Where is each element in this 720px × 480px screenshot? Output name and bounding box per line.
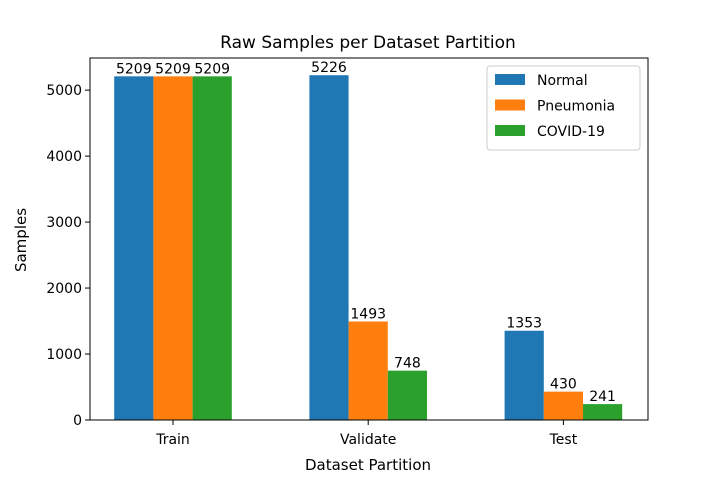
data-label: 1493 — [350, 307, 386, 323]
plot-frame — [89, 57, 649, 421]
x-tick-label: Test — [549, 432, 578, 448]
legend-swatch — [495, 99, 525, 111]
chart-title: Raw Samples per Dataset Partition — [220, 33, 516, 53]
legend-label: Normal — [537, 73, 588, 89]
bar-covid-19-test — [583, 404, 623, 420]
bar-normal-train — [114, 76, 154, 420]
x-axis-label: Dataset Partition — [305, 456, 431, 474]
data-label: 1353 — [506, 316, 542, 332]
y-tick-label: 3000 — [46, 215, 82, 231]
legend-swatch — [495, 125, 525, 136]
bar-pneumonia-test — [543, 391, 583, 420]
y-tick-label: 4000 — [46, 149, 82, 165]
data-label: 241 — [589, 389, 616, 405]
y-axis: 0 1000 2000 3000 4000 5000 — [46, 83, 90, 429]
data-label: 5209 — [116, 61, 152, 77]
data-labels-group: 5209 5226 1353 5209 1493 430 5209 748 241 — [116, 60, 616, 405]
x-axis: Train Validate Test — [155, 420, 578, 448]
data-label: 5226 — [311, 60, 347, 76]
y-tick-label: 1000 — [46, 347, 82, 363]
data-label: 5209 — [155, 61, 191, 77]
data-label: 748 — [394, 356, 421, 372]
y-tick-label: 5000 — [46, 83, 82, 99]
bar-normal-test — [504, 330, 544, 420]
bar-pneumonia-train — [153, 76, 193, 420]
legend-swatch — [495, 74, 525, 85]
y-axis-label: Samples — [12, 208, 30, 272]
legend-label: COVID-19 — [537, 124, 605, 140]
bar-normal-validate — [309, 75, 349, 421]
legend: Normal Pneumonia COVID-19 — [486, 65, 641, 151]
y-tick-label: 2000 — [46, 281, 82, 297]
bar-covid-19-train — [192, 76, 232, 420]
bars-group — [114, 75, 623, 421]
bar-pneumonia-validate — [348, 321, 388, 420]
legend-label: Pneumonia — [537, 99, 615, 115]
legend-box — [486, 65, 641, 151]
data-label: 5209 — [194, 61, 230, 77]
data-label: 430 — [550, 377, 577, 393]
bar-covid-19-validate — [387, 370, 427, 420]
x-tick-label: Train — [155, 432, 190, 448]
y-tick-label: 0 — [73, 413, 82, 429]
x-tick-label: Validate — [340, 432, 396, 448]
